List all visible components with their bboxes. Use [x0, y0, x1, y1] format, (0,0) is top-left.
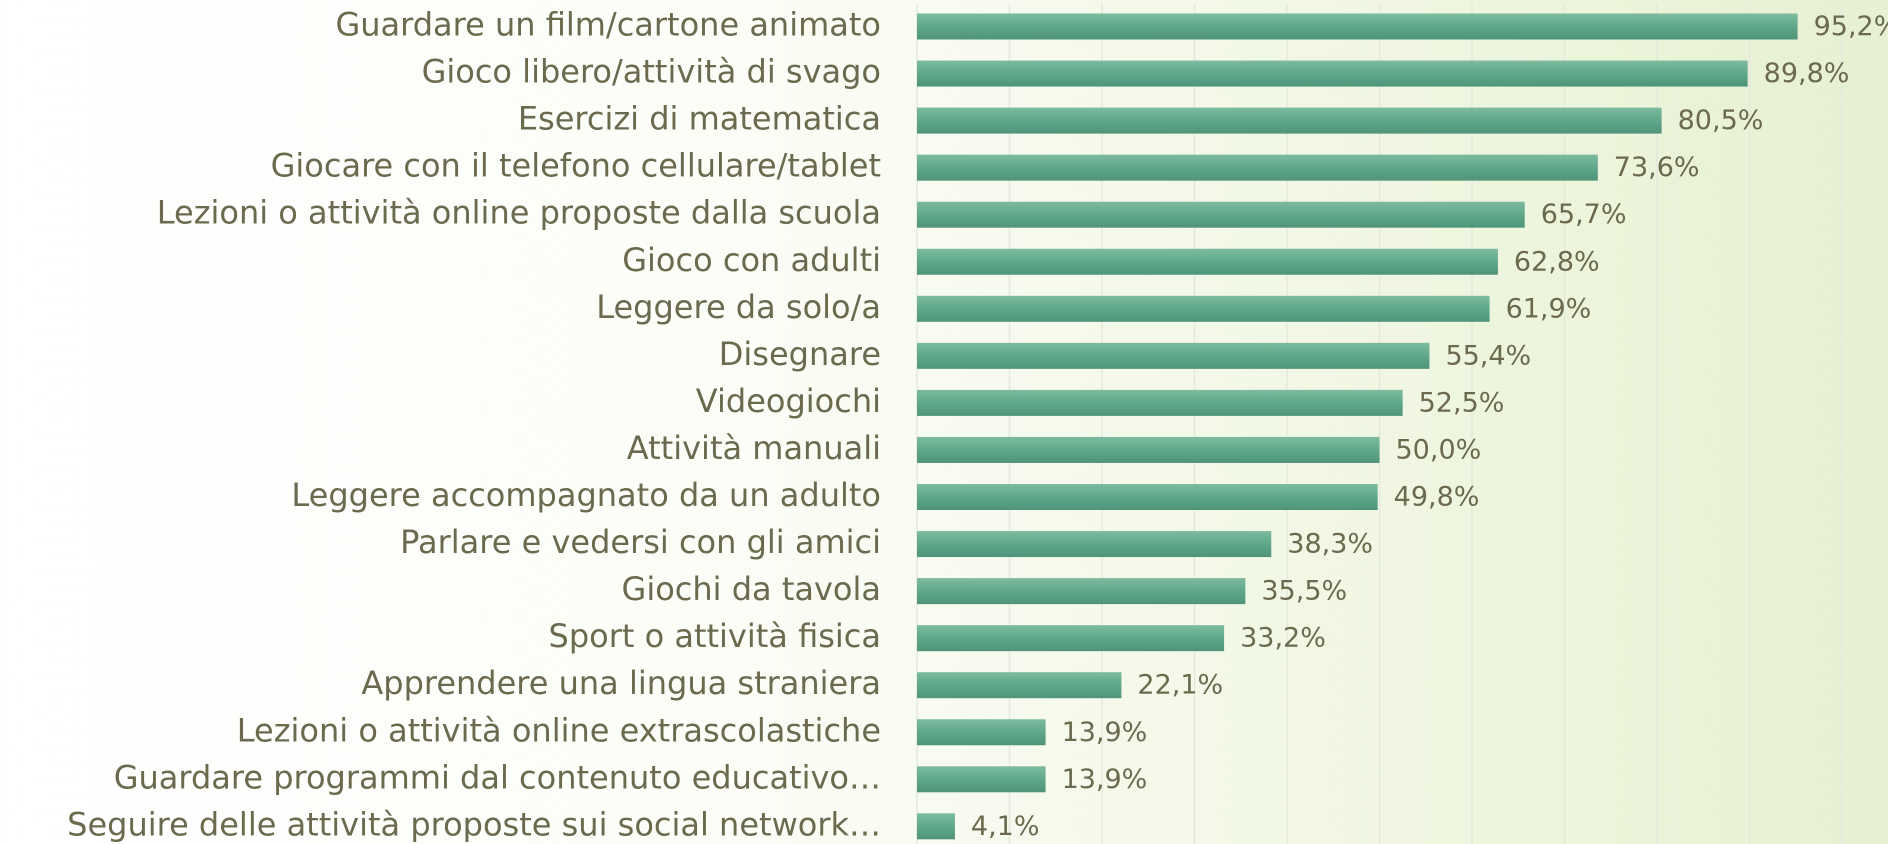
bar — [917, 672, 1122, 699]
bar — [917, 60, 1748, 87]
value-label: 73,6% — [1614, 152, 1700, 183]
value-label: 62,8% — [1514, 246, 1600, 277]
bar — [917, 719, 1046, 746]
bar — [917, 484, 1378, 510]
value-label: 38,3% — [1287, 529, 1373, 560]
value-label: 49,8% — [1394, 482, 1480, 513]
value-label: 50,0% — [1396, 434, 1482, 465]
category-label: Videogiochi — [696, 382, 881, 420]
category-label: Giochi da tavola — [622, 570, 881, 608]
value-label: 13,9% — [1062, 764, 1148, 795]
category-label: Leggere da solo/a — [596, 288, 881, 326]
category-label: Leggere accompagnato da un adulto — [291, 476, 881, 514]
category-label: Guardare un film/cartone animato — [335, 6, 881, 44]
category-label: Disegnare — [719, 335, 881, 373]
category-label: Gioco libero/attività di svago — [422, 53, 881, 91]
bar — [917, 766, 1046, 793]
bar — [917, 813, 955, 840]
category-label: Guardare programmi dal contenuto educati… — [114, 758, 881, 796]
value-label: 80,5% — [1678, 105, 1764, 136]
category-label: Attività manuali — [627, 429, 881, 467]
bar — [917, 625, 1225, 652]
category-label: Lezioni o attività online extrascolastic… — [237, 711, 881, 749]
bar — [917, 342, 1430, 369]
value-label: 89,8% — [1764, 58, 1850, 89]
category-label: Giocare con il telefono cellulare/tablet — [271, 147, 881, 185]
bar — [917, 436, 1380, 463]
category-label: Esercizi di matematica — [518, 100, 881, 138]
value-label: 22,1% — [1137, 670, 1223, 701]
value-label: 95,2% — [1814, 11, 1888, 42]
bar — [917, 248, 1498, 275]
bar — [917, 107, 1662, 134]
bar — [917, 13, 1798, 40]
category-label: Gioco con adulti — [622, 241, 881, 279]
value-label: 65,7% — [1541, 199, 1627, 230]
value-label: 61,9% — [1506, 293, 1592, 324]
category-label: Apprendere una lingua straniera — [361, 664, 881, 702]
value-label: 13,9% — [1062, 717, 1148, 748]
category-label: Lezioni o attività online proposte dalla… — [157, 194, 881, 232]
value-label: 33,2% — [1240, 623, 1326, 654]
value-label: 52,5% — [1419, 387, 1505, 418]
value-label: 55,4% — [1445, 340, 1531, 371]
category-label: Parlare e vedersi con gli amici — [400, 523, 881, 561]
category-label: Sport o attività fisica — [549, 617, 882, 655]
bar — [917, 154, 1598, 181]
bar — [917, 578, 1246, 605]
value-label: 4,1% — [971, 811, 1040, 842]
category-label: Seguire delle attività proposte sui soci… — [67, 805, 881, 843]
bar — [917, 531, 1272, 558]
bar — [917, 201, 1525, 228]
bar — [917, 295, 1490, 322]
bar — [917, 389, 1403, 416]
value-label: 35,5% — [1261, 576, 1347, 607]
